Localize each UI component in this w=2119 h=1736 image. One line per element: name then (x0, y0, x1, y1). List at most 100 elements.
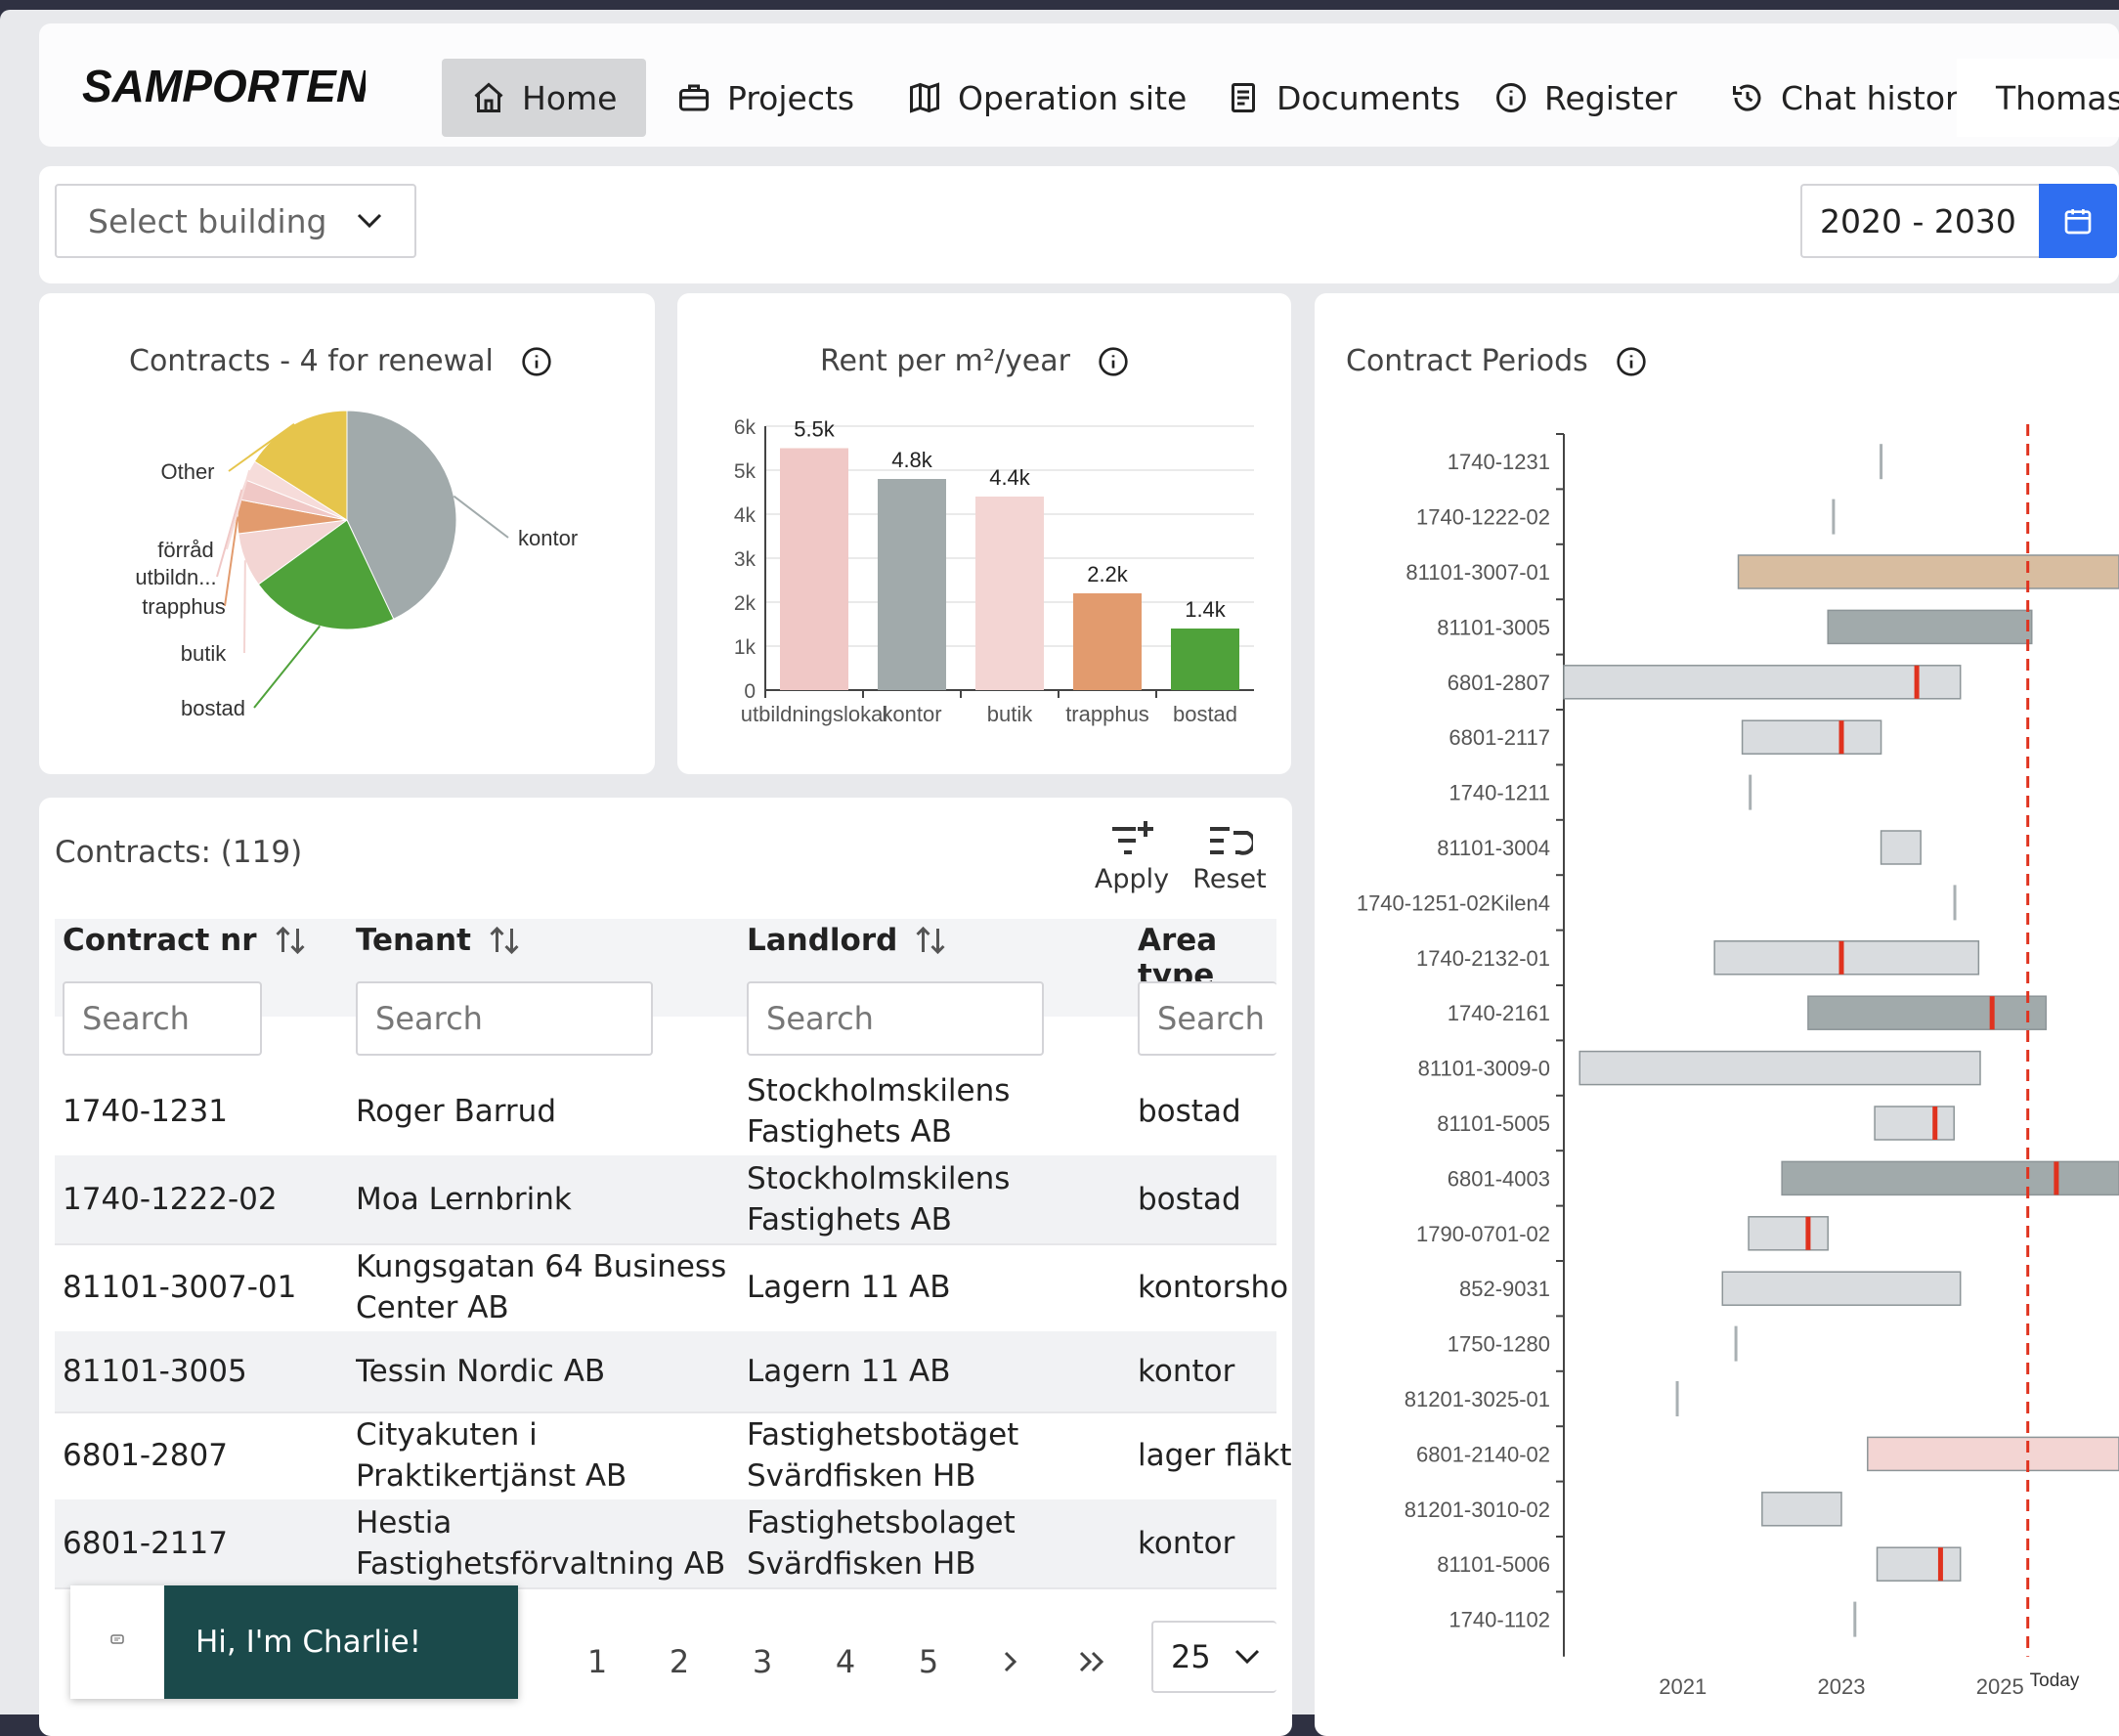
chat-widget[interactable]: Hi, I'm Charlie! (70, 1585, 518, 1699)
gantt-row-label: 81101-5006 (1437, 1552, 1550, 1577)
gantt-bar-81201-3010-02[interactable] (1761, 1492, 1842, 1527)
table-row[interactable] (55, 1155, 1276, 1245)
briefcase-icon (679, 84, 709, 111)
filter-add-icon (1112, 821, 1153, 854)
page-button-1[interactable]: 1 (560, 1625, 634, 1699)
bar-trapphus[interactable] (1073, 593, 1142, 690)
gantt-bar-1740-2132-01[interactable] (1713, 940, 1980, 976)
next-page-button[interactable] (973, 1625, 1048, 1699)
nav-operation-site-label: Operation site (958, 78, 1188, 117)
gantt-bar-1740-2161[interactable] (1807, 995, 2048, 1030)
info-icon[interactable] (1098, 346, 1129, 377)
area-type-search[interactable]: Search (1138, 981, 1276, 1056)
gantt-bar-6801-4003[interactable] (1781, 1160, 2119, 1196)
nav-chat-history[interactable]: Chat history (1701, 59, 2007, 137)
bar-bostad[interactable] (1171, 629, 1239, 690)
table-row[interactable] (55, 1499, 1276, 1589)
area-type-cell: kontor (1138, 1354, 1235, 1389)
reset-button[interactable]: Reset (1190, 817, 1269, 894)
gantt-bar-81101-3005[interactable] (1827, 609, 2033, 645)
gantt-row-label: 81101-3005 (1437, 615, 1550, 639)
date-range-value: 2020 - 2030 (1820, 201, 2016, 240)
gantt-x-tick-label: 2025 (1976, 1674, 2024, 1699)
sort-icon[interactable] (913, 923, 948, 958)
contracts-count: Contracts: (119) (55, 835, 303, 870)
page-button-3[interactable]: 3 (725, 1625, 800, 1699)
column-header-landlord[interactable]: Landlord (747, 923, 948, 958)
gantt-renewal-mark (1932, 1107, 1938, 1140)
bar-title-text: Rent per m²/year (820, 344, 1070, 378)
gantt-bar-81101-3009-0[interactable] (1578, 1050, 1981, 1086)
last-page-button[interactable] (1056, 1625, 1130, 1699)
page-size-select[interactable]: 25 (1151, 1621, 1276, 1693)
apply-button[interactable]: Apply (1093, 817, 1171, 894)
tenant-search[interactable]: Search (356, 981, 653, 1056)
bar-butik[interactable] (975, 497, 1044, 690)
nav-home[interactable]: Home (442, 59, 647, 137)
building-select[interactable]: Select building (55, 184, 416, 258)
gantt-row-label: 81101-3004 (1437, 836, 1550, 860)
calendar-button[interactable] (2039, 184, 2117, 258)
user-menu[interactable]: Thomas L (1957, 59, 2119, 137)
gantt-renewal-mark (1989, 996, 1995, 1030)
gantt-renewal-mark (1838, 940, 1844, 975)
gantt-renewal-mark (1805, 1216, 1811, 1250)
nav-register[interactable]: Register (1464, 59, 1707, 137)
pie-label: butik (181, 641, 227, 666)
pie-leader-line (253, 625, 321, 709)
gantt-bar-81101-5006[interactable] (1876, 1546, 1962, 1582)
gantt-row-label: 1740-1102 (1449, 1608, 1550, 1632)
bar-ytick-label: 1k (734, 636, 757, 659)
date-range-input[interactable]: 2020 - 2030 (1800, 184, 2039, 258)
bar-kontor[interactable] (878, 479, 946, 690)
page-button-5[interactable]: 5 (891, 1625, 966, 1699)
gantt-bar-6801-2117[interactable] (1741, 719, 1882, 755)
gantt-bar-6801-2807[interactable] (1563, 665, 1962, 700)
info-icon[interactable] (1616, 346, 1647, 377)
pie-leader-line (226, 469, 251, 550)
gantt-row-label: 1750-1280 (1448, 1332, 1550, 1357)
gantt-bar-81101-3004[interactable] (1880, 830, 1922, 865)
tenant-cell: Cityakuten i Praktikertjänst AB (356, 1417, 627, 1494)
sort-icon[interactable] (273, 923, 308, 958)
gantt-row-label: 81201-3025-01 (1405, 1387, 1550, 1411)
gantt-bar-1790-0701-02[interactable] (1748, 1216, 1829, 1251)
contract-nr-search[interactable]: Search (63, 981, 262, 1056)
sort-icon[interactable] (487, 923, 522, 958)
tenant-cell: Tessin Nordic AB (356, 1354, 606, 1389)
contracts-pie-card: Contracts - 4 for renewal kontor bostad bu… (39, 293, 655, 774)
double-chevron-right-icon (1079, 1651, 1104, 1672)
info-icon[interactable] (521, 346, 552, 377)
page-button-2[interactable]: 2 (642, 1625, 716, 1699)
bar-category-label: kontor (882, 702, 941, 726)
page-button-4[interactable]: 4 (808, 1625, 883, 1699)
samporten-logo[interactable]: SAMPORTEN (82, 53, 366, 115)
landlord-cell: Stockholmskilens Fastighets AB (747, 1073, 1011, 1150)
gantt-renewal-mark (2054, 1161, 2059, 1195)
pie-slice-kontor[interactable] (346, 410, 457, 621)
area-type-cell: lager fläkt (1138, 1438, 1292, 1473)
gantt-bar-852-9031[interactable] (1721, 1271, 1962, 1306)
pie-label: kontor (518, 526, 578, 550)
chat-greeting: Hi, I'm Charlie! (164, 1585, 518, 1699)
column-header-contract-nr[interactable]: Contract nr (63, 923, 308, 958)
nav-operation-site[interactable]: Operation site (878, 59, 1216, 137)
apply-label: Apply (1094, 864, 1170, 894)
landlord-search[interactable]: Search (747, 981, 1044, 1056)
document-icon (1232, 83, 1255, 112)
column-header-tenant[interactable]: Tenant (356, 923, 522, 958)
bar-category-label: butik (987, 702, 1033, 726)
gantt-bar-81101-3007-01[interactable] (1737, 554, 2119, 589)
area-type-cell: kontorsho (1138, 1270, 1289, 1305)
gantt-bar-81101-5005[interactable] (1874, 1106, 1955, 1141)
map-icon (910, 82, 939, 113)
page-number: 5 (918, 1643, 939, 1680)
gantt-row-label: 1740-2161 (1448, 1001, 1550, 1025)
nav-projects[interactable]: Projects (647, 59, 884, 137)
reset-label: Reset (1192, 864, 1267, 894)
bar-utbildningslokal[interactable] (780, 448, 848, 691)
table-row[interactable] (55, 1331, 1276, 1413)
gantt-x-tick-label: 2021 (1659, 1674, 1707, 1699)
nav-documents[interactable]: Documents (1196, 59, 1490, 137)
gantt-bar-6801-2140-02[interactable] (1867, 1436, 2119, 1472)
